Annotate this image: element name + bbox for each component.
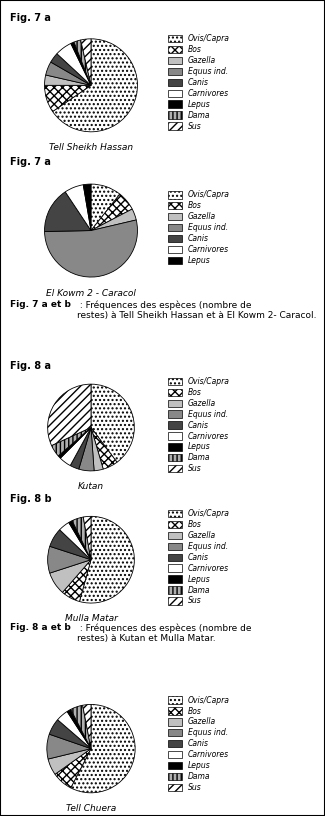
Text: Fig. 7 a: Fig. 7 a — [10, 157, 51, 167]
Wedge shape — [46, 62, 91, 86]
Wedge shape — [57, 43, 91, 86]
Wedge shape — [74, 40, 91, 86]
Wedge shape — [71, 42, 91, 86]
Wedge shape — [58, 428, 91, 458]
Wedge shape — [58, 712, 91, 748]
Wedge shape — [48, 748, 91, 774]
Wedge shape — [69, 521, 91, 560]
Wedge shape — [45, 75, 91, 86]
Text: El Kowm 2 - Caracol: El Kowm 2 - Caracol — [46, 289, 136, 298]
Wedge shape — [51, 54, 91, 86]
Wedge shape — [67, 709, 91, 748]
Wedge shape — [83, 184, 91, 231]
Text: Fig. 8 b: Fig. 8 b — [10, 494, 51, 503]
Wedge shape — [80, 517, 134, 603]
Text: Fig. 8 a: Fig. 8 a — [10, 361, 51, 371]
Text: : Fréquences des espèces (nombre de
restes) à Kutan et Mulla Matar.: : Fréquences des espèces (nombre de rest… — [77, 623, 251, 643]
Text: Fig. 7 a et b: Fig. 7 a et b — [10, 300, 71, 309]
Wedge shape — [52, 428, 91, 456]
Text: : Fréquences des espèces (nombre de
restes) à Tell Sheikh Hassan et à El Kowm 2-: : Fréquences des espèces (nombre de rest… — [77, 300, 316, 320]
Wedge shape — [83, 704, 91, 748]
Wedge shape — [49, 720, 91, 748]
Text: Kutan: Kutan — [78, 481, 104, 490]
Text: Tell Sheikh Hassan: Tell Sheikh Hassan — [49, 144, 133, 153]
Text: Fig. 7 a: Fig. 7 a — [10, 13, 51, 23]
Wedge shape — [71, 705, 91, 748]
Text: Tell Chuera: Tell Chuera — [66, 804, 116, 813]
Wedge shape — [79, 428, 94, 471]
Wedge shape — [81, 39, 91, 86]
Wedge shape — [60, 522, 91, 560]
Wedge shape — [91, 209, 136, 231]
Wedge shape — [72, 517, 91, 560]
Legend: Ovis/Capra, Bos, Gazella, Equus ind., Canis, Carnivores, Lepus, Dama, Sus: Ovis/Capra, Bos, Gazella, Equus ind., Ca… — [166, 694, 231, 793]
Wedge shape — [62, 560, 91, 601]
Wedge shape — [50, 560, 91, 592]
Legend: Ovis/Capra, Bos, Gazella, Equus ind., Canis, Carnivores, Lepus, Dama, Sus: Ovis/Capra, Bos, Gazella, Equus ind., Ca… — [166, 33, 231, 132]
Wedge shape — [48, 546, 91, 573]
Wedge shape — [48, 384, 91, 446]
Legend: Ovis/Capra, Bos, Gazella, Equus ind., Canis, Carnivores, Lepus, Dama, Sus: Ovis/Capra, Bos, Gazella, Equus ind., Ca… — [166, 375, 231, 475]
Wedge shape — [91, 194, 132, 231]
Wedge shape — [60, 428, 91, 466]
Wedge shape — [45, 220, 137, 277]
Text: Fig. 8 a et b: Fig. 8 a et b — [10, 623, 71, 632]
Legend: Ovis/Capra, Bos, Gazella, Equus ind., Canis, Carnivores, Lepus: Ovis/Capra, Bos, Gazella, Equus ind., Ca… — [166, 189, 231, 266]
Wedge shape — [91, 384, 134, 462]
Text: Mulla Matar: Mulla Matar — [65, 614, 117, 623]
Wedge shape — [55, 748, 91, 788]
Wedge shape — [83, 517, 91, 560]
Wedge shape — [71, 704, 135, 793]
Wedge shape — [47, 734, 91, 759]
Wedge shape — [45, 192, 91, 232]
Wedge shape — [91, 184, 120, 231]
Wedge shape — [91, 428, 117, 469]
Legend: Ovis/Capra, Bos, Gazella, Equus ind., Canis, Carnivores, Lepus, Dama, Sus: Ovis/Capra, Bos, Gazella, Equus ind., Ca… — [166, 508, 231, 607]
Wedge shape — [91, 428, 103, 471]
Wedge shape — [50, 530, 91, 560]
Wedge shape — [53, 39, 137, 132]
Wedge shape — [65, 184, 91, 231]
Wedge shape — [70, 428, 91, 469]
Wedge shape — [45, 86, 91, 112]
